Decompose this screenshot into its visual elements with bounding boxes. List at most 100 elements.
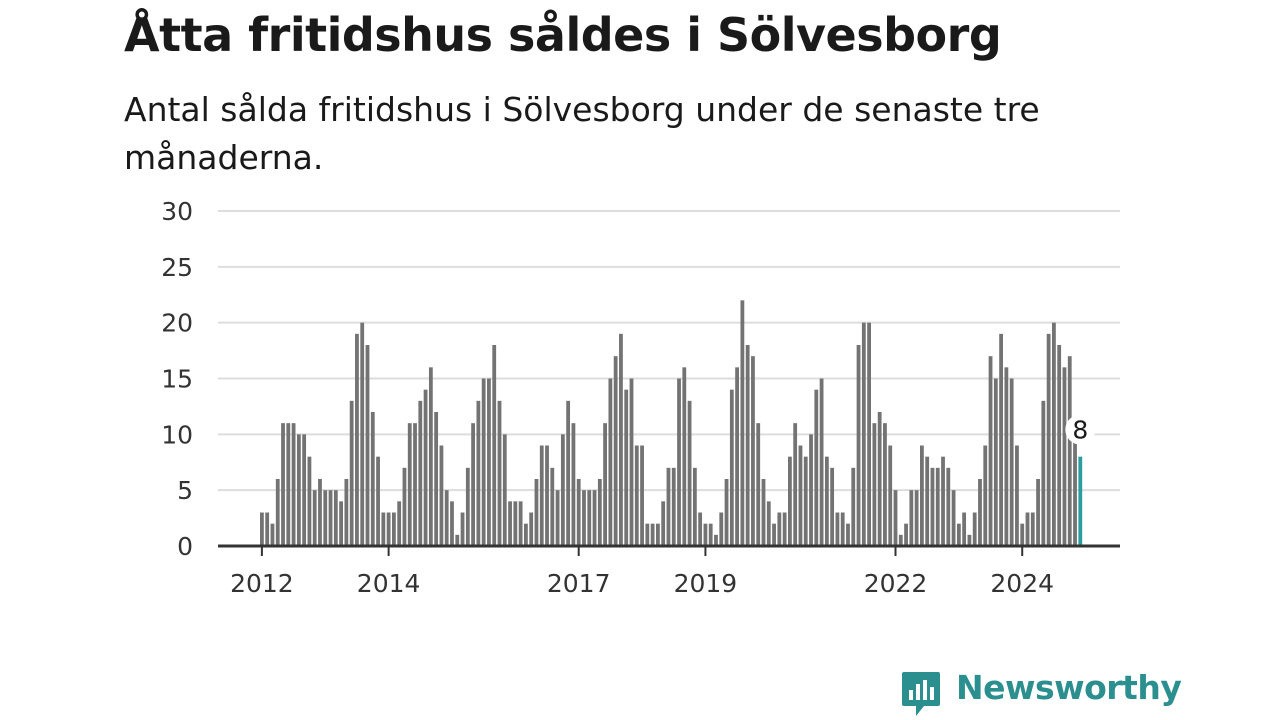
bar: [365, 345, 370, 546]
data-label-halo: [1065, 414, 1096, 445]
bar: [661, 501, 666, 546]
bar: [513, 501, 518, 546]
bar: [307, 456, 312, 546]
bar: [587, 490, 592, 546]
bar: [550, 467, 555, 546]
bar: [698, 512, 703, 546]
bar: [275, 479, 280, 546]
bar: [339, 501, 343, 546]
bar: [1030, 512, 1035, 546]
bar: [450, 501, 454, 546]
bar: [645, 523, 650, 546]
bar: [576, 479, 581, 546]
bar: [455, 534, 460, 546]
bar-chart: 0 5 10 15 20 25 30 2012 2014 2017 2019 2022 2024 8: [161, 197, 1120, 598]
bar: [745, 345, 750, 546]
bar: [798, 445, 803, 546]
bar: [1036, 479, 1040, 546]
bar: [571, 423, 576, 546]
bar: [487, 378, 491, 546]
bar: [1062, 367, 1067, 546]
bar: [772, 523, 776, 546]
bar: [260, 512, 264, 546]
bar: [613, 356, 618, 546]
bar: [893, 490, 898, 546]
bar: [883, 423, 887, 546]
bar: [566, 400, 571, 546]
bar: [502, 434, 507, 546]
bar: [518, 501, 523, 546]
y-tick-label: 0: [177, 532, 193, 561]
bar: [735, 367, 739, 546]
bar: [640, 445, 644, 546]
x-tick-label: 2014: [357, 569, 421, 598]
bar: [719, 512, 724, 546]
chart-title: Åtta fritidshus såldes i Sölvesborg: [124, 8, 1002, 62]
bar: [666, 467, 671, 546]
bar: [788, 456, 792, 546]
bar: [492, 345, 497, 546]
bar: [1046, 333, 1051, 546]
bar: [318, 479, 322, 546]
bar: [898, 534, 903, 546]
bar: [376, 456, 380, 546]
bar: [582, 490, 586, 546]
bar: [925, 456, 930, 546]
bar: [418, 400, 423, 546]
bar: [1020, 523, 1025, 546]
bar: [751, 356, 755, 546]
bar: [545, 445, 549, 546]
bar: [460, 512, 465, 546]
bar: [904, 523, 908, 546]
bar: [935, 467, 940, 546]
bar: [1073, 434, 1077, 546]
bar: [439, 445, 444, 546]
bar: [967, 534, 972, 546]
bar: [444, 490, 449, 546]
bar: [703, 523, 708, 546]
bar: [930, 467, 935, 546]
bar: [840, 512, 845, 546]
bar: [956, 523, 961, 546]
bar: [946, 467, 951, 546]
bar: [983, 445, 988, 546]
bar: [608, 378, 613, 546]
bar: [560, 434, 565, 546]
bar-chart-speech-bubble-icon: [902, 672, 940, 716]
y-tick-label: 20: [161, 309, 193, 338]
bar: [819, 378, 824, 546]
bar: [286, 423, 291, 546]
bar: [1041, 400, 1046, 546]
bar: [756, 423, 761, 546]
bar: [407, 423, 412, 546]
bar: [999, 333, 1003, 546]
bar: [634, 445, 639, 546]
x-tick-label: 2024: [990, 569, 1054, 598]
bar: [724, 479, 729, 546]
bar: [650, 523, 655, 546]
bar: [392, 512, 396, 546]
bar: [603, 423, 607, 546]
bar: [481, 378, 486, 546]
bar: [872, 423, 877, 546]
bar: [281, 423, 285, 546]
bar: [619, 333, 623, 546]
bar: [465, 467, 470, 546]
last-value-label: 8: [1072, 416, 1088, 445]
bar: [423, 389, 428, 546]
bar: [312, 490, 317, 546]
bar: [951, 490, 956, 546]
bar: [803, 456, 808, 546]
bar: [656, 523, 660, 546]
bar: [386, 512, 391, 546]
x-tick-label: 2019: [674, 569, 738, 598]
bar: [333, 490, 338, 546]
bar: [413, 423, 417, 546]
bar: [835, 512, 840, 546]
bar: [766, 501, 771, 546]
bar: [529, 512, 534, 546]
bar: [814, 389, 819, 546]
bar: [877, 412, 882, 546]
y-tick-label: 15: [161, 365, 193, 394]
bar: [323, 490, 328, 546]
